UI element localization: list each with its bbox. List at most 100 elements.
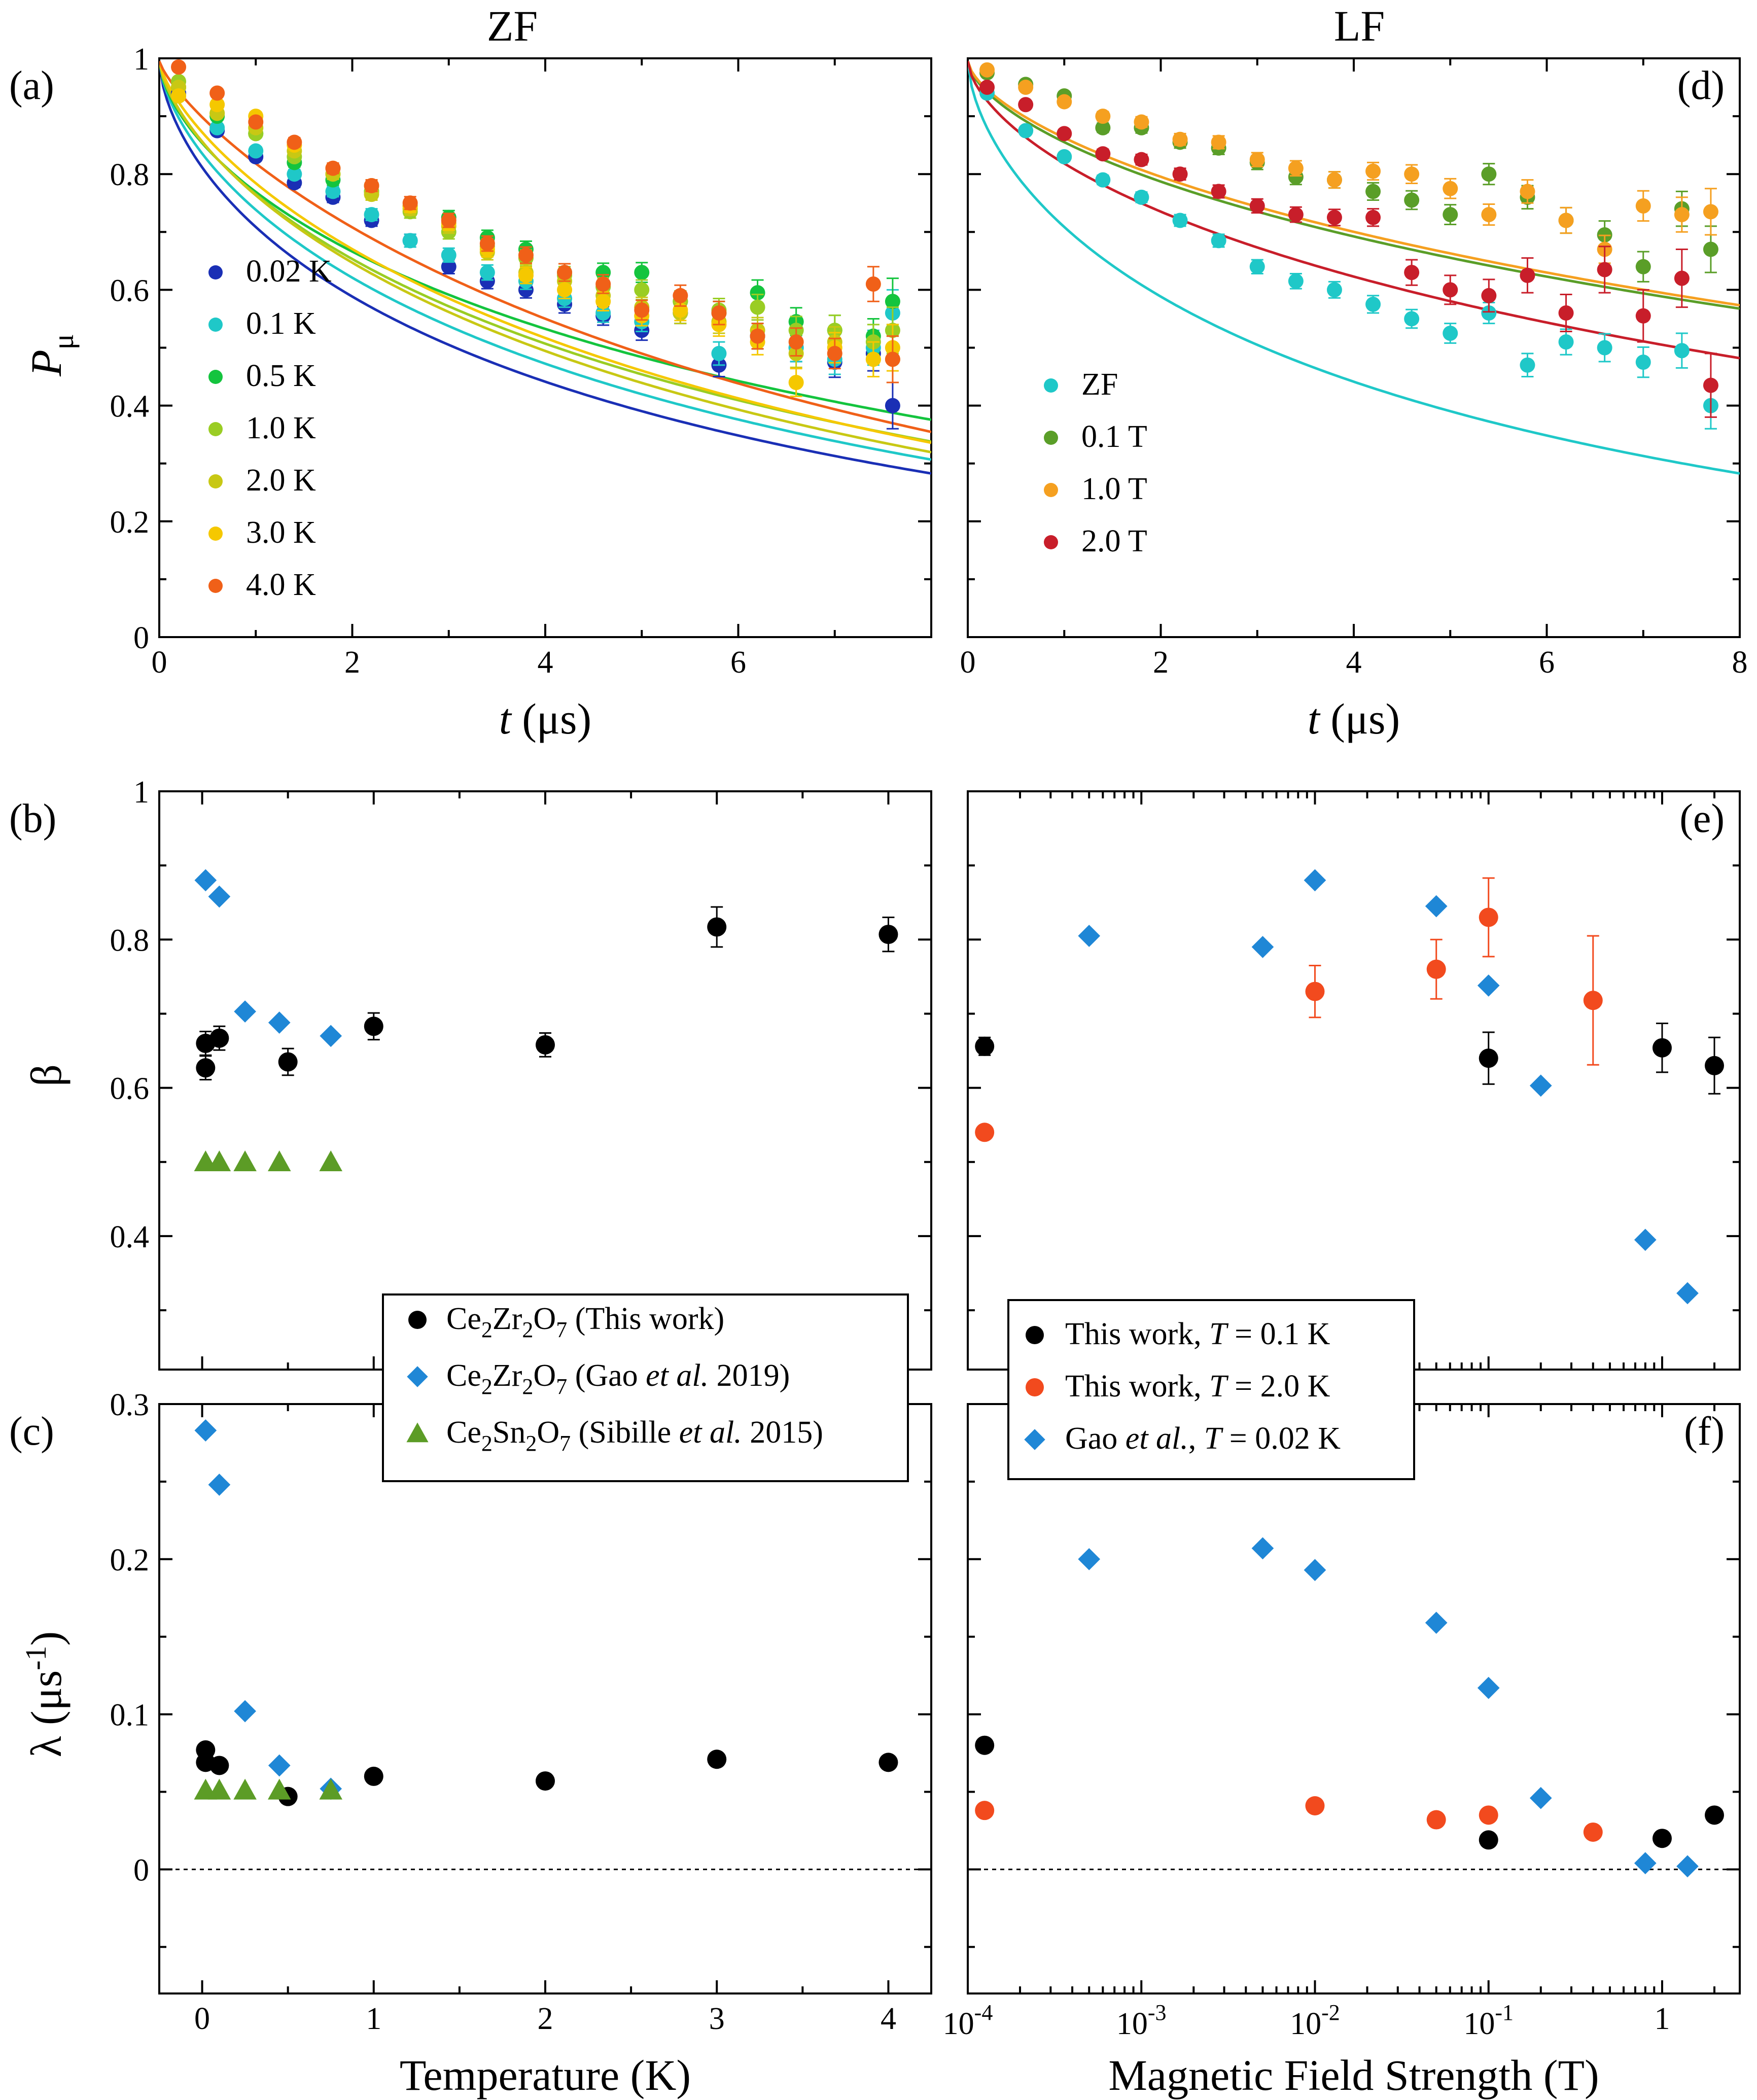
data-point (1018, 80, 1034, 95)
data-point (234, 1700, 256, 1723)
data-point (1425, 1612, 1448, 1634)
data-point (194, 1419, 217, 1442)
data-point (479, 265, 495, 281)
y-tick-label: 0 (133, 1853, 149, 1887)
data-point (1305, 982, 1325, 1001)
data-point (1635, 355, 1651, 370)
x-tick-label: 4 (1346, 645, 1362, 680)
data-point (1634, 1852, 1657, 1874)
data-point (1635, 198, 1651, 214)
fit-curve (159, 60, 931, 433)
plot-content (194, 869, 898, 1172)
data-point (1249, 152, 1265, 167)
data-point (1703, 204, 1718, 220)
data-point (518, 267, 534, 283)
x-tick-label: 6 (1539, 645, 1555, 680)
data-point (595, 265, 611, 281)
data-point (207, 1150, 231, 1172)
data-point (1477, 1676, 1500, 1699)
data-point (287, 134, 302, 150)
data-point (209, 85, 225, 101)
data-point (267, 1150, 291, 1172)
legend-a: 0.02 K 0.1 K 0.5 K 1.0 K 2.0 K 3.0 K 4.0 K (208, 254, 332, 602)
fit-curve (159, 61, 931, 421)
x-tick-label: 6 (730, 645, 746, 680)
plot-content (159, 59, 931, 475)
data-point (1676, 1855, 1699, 1878)
panel-label: (c) (9, 1409, 54, 1454)
data-point (1304, 869, 1326, 892)
data-point (1404, 166, 1420, 182)
data-point (1443, 325, 1458, 341)
data-point (1018, 97, 1034, 113)
legend-label: This work, T = 0.1 K (1065, 1317, 1330, 1351)
data-point (595, 305, 611, 321)
series (1078, 869, 1699, 1305)
y-tick-label: 1 (133, 42, 149, 77)
data-point (979, 80, 995, 95)
data-point (595, 294, 611, 309)
data-point (1095, 109, 1111, 124)
data-point (441, 259, 456, 274)
legend-label: ZF (1081, 367, 1118, 402)
data-point (1652, 1829, 1672, 1848)
x-axis-label: Magnetic Field Strength (T) (1108, 2051, 1599, 2099)
data-point (878, 925, 898, 944)
data-point (248, 114, 264, 130)
data-point (319, 1778, 343, 1800)
data-point (1172, 131, 1188, 147)
data-point (750, 299, 765, 315)
data-point (1443, 282, 1458, 298)
data-point (268, 1011, 291, 1034)
legend-label: 4.0 K (246, 568, 316, 602)
series (1078, 1537, 1699, 1878)
data-point (1288, 207, 1304, 223)
y-axis-label: λ (μs-1) (19, 1631, 71, 1757)
legend-label: 3.0 K (246, 515, 316, 550)
legend-label: Ce2Sn2O7 (Sibille et al. 2015) (446, 1415, 823, 1456)
data-point (1597, 262, 1612, 277)
y-tick-label: 0.6 (110, 1072, 150, 1106)
panels: 0 0.2 0.4 0.6 0.8 1 0 2 4 6 (a) t (μs) Pμ 0.02 K 0.1 K… (9, 42, 1748, 2099)
data-point (364, 1766, 383, 1786)
data-point (1481, 288, 1497, 303)
panel-label: (a) (9, 63, 54, 108)
data-point (1172, 213, 1188, 228)
panel-label: (b) (9, 796, 56, 841)
legend-label: Ce2Zr2O7 (Gao et al. 2019) (446, 1358, 790, 1399)
data-point (364, 207, 379, 223)
x-tick-label: 0 (960, 645, 976, 680)
y-tick-label: 0.4 (110, 390, 150, 424)
fit-curve (159, 61, 931, 475)
data-point (1481, 207, 1497, 223)
data-point (1703, 377, 1718, 393)
data-point (885, 352, 900, 367)
col-title-zf: ZF (487, 2, 538, 50)
data-point (865, 276, 881, 292)
plot-content (159, 1419, 931, 1870)
data-point (441, 247, 456, 263)
data-point (1365, 184, 1381, 199)
data-point (1095, 146, 1111, 162)
data-point (1134, 152, 1149, 167)
data-point (711, 305, 727, 321)
data-point (209, 97, 225, 113)
plot-frame (967, 790, 1741, 1371)
y-tick-label: 0 (133, 621, 149, 655)
data-point (1095, 172, 1111, 188)
data-point (1326, 172, 1342, 188)
data-point (975, 1123, 995, 1142)
data-point (287, 166, 302, 182)
col-title-lf: LF (1334, 2, 1385, 50)
data-point (1251, 1537, 1274, 1560)
x-axis-label: t (μs) (499, 694, 591, 743)
data-point (1172, 166, 1188, 182)
x-tick-label: 10-3 (1116, 2000, 1167, 2041)
legend-marker (1024, 1429, 1045, 1450)
panel-label: (d) (1677, 63, 1725, 108)
fit-curve (968, 61, 1740, 360)
y-axis-label: Pμ (22, 334, 80, 377)
legend-marker (1044, 431, 1058, 445)
fit-curve (159, 61, 931, 453)
